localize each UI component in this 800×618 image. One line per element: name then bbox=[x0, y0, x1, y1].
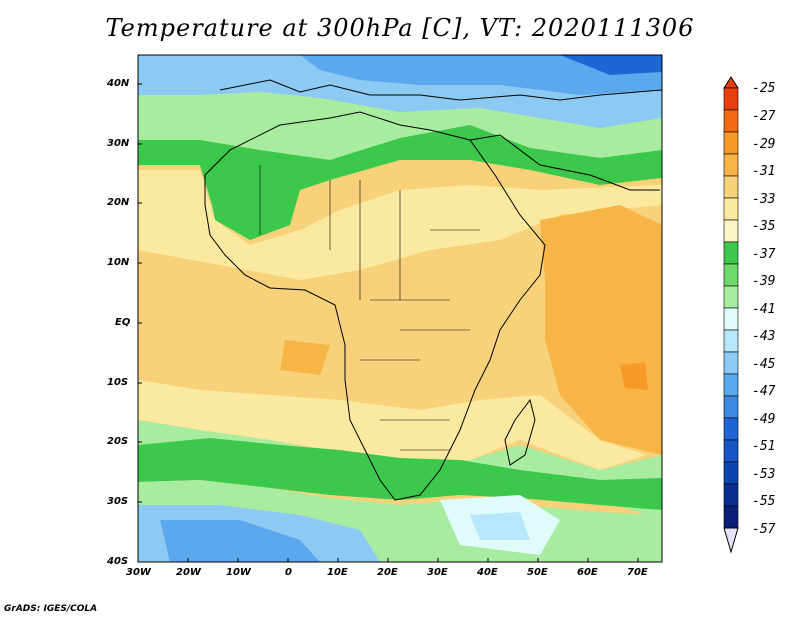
colorbar-label: -53 bbox=[752, 467, 776, 482]
lat-label: 30N bbox=[107, 138, 130, 149]
colorbar-swatch bbox=[723, 87, 739, 111]
colorbar-swatch bbox=[723, 175, 739, 199]
colorbar-swatch bbox=[723, 329, 739, 353]
colorbar-swatch bbox=[723, 483, 739, 507]
lon-label: 30W bbox=[126, 567, 151, 578]
colorbar-label: -45 bbox=[752, 357, 776, 372]
south-indian-blue bbox=[470, 512, 530, 540]
colorbar-swatch bbox=[723, 505, 739, 529]
africa-coastline bbox=[204, 111, 546, 501]
colorbar-swatch bbox=[723, 153, 739, 177]
lat-label: 20N bbox=[107, 197, 130, 208]
lat-label: EQ bbox=[115, 317, 131, 328]
north-colder-band bbox=[300, 55, 662, 95]
colorbar-swatch bbox=[723, 351, 739, 375]
north-green-light bbox=[138, 92, 662, 160]
country-borders bbox=[259, 165, 480, 451]
colorbar-swatch bbox=[723, 417, 739, 441]
colorbar-label: -39 bbox=[752, 274, 776, 289]
lon-label: 40E bbox=[477, 567, 498, 578]
coastlines bbox=[204, 79, 662, 501]
lat-label: 30S bbox=[107, 496, 129, 507]
mediterranean-coastline bbox=[219, 79, 662, 101]
lat-label: 40N bbox=[107, 78, 130, 89]
lat-label: 40S bbox=[107, 556, 129, 567]
south-green-band bbox=[138, 438, 662, 510]
colorbar-label: -51 bbox=[752, 439, 776, 454]
colorbar-label: -41 bbox=[752, 302, 776, 317]
colorbar-label: -55 bbox=[752, 494, 776, 509]
lon-label: 30E bbox=[427, 567, 448, 578]
colorbar-label: -37 bbox=[752, 247, 776, 262]
lon-label: 10E bbox=[327, 567, 348, 578]
lon-label: 10W bbox=[226, 567, 251, 578]
temperature-field bbox=[138, 55, 662, 562]
lon-label: 60E bbox=[577, 567, 598, 578]
arabia-coastline bbox=[469, 134, 660, 191]
colorbar bbox=[723, 76, 739, 554]
tropical-warm-band bbox=[138, 205, 662, 460]
north-coldest-patch bbox=[560, 55, 662, 75]
colorbar-label: -49 bbox=[752, 412, 776, 427]
colorbar-label: -31 bbox=[752, 164, 776, 179]
colorbar-swatch bbox=[723, 241, 739, 265]
lon-label: 50E bbox=[527, 567, 548, 578]
lat-label: 10S bbox=[107, 377, 129, 388]
madagascar-coastline bbox=[504, 398, 536, 466]
colorbar-swatch bbox=[723, 373, 739, 397]
north-green-band bbox=[138, 125, 662, 230]
colorbar-label: -27 bbox=[752, 109, 776, 124]
atlantic-warm-patch bbox=[280, 340, 330, 375]
colorbar-label: -47 bbox=[752, 384, 776, 399]
colorbar-label: -25 bbox=[752, 81, 776, 96]
colorbar-swatch bbox=[723, 131, 739, 155]
indian-ocean-hot-patch bbox=[620, 362, 648, 390]
lon-label: 0 bbox=[285, 567, 292, 578]
colorbar-swatch bbox=[723, 285, 739, 309]
lat-label: 20S bbox=[107, 436, 129, 447]
colorbar-label: -43 bbox=[752, 329, 776, 344]
colorbar-swatch bbox=[723, 461, 739, 485]
colorbar-swatch bbox=[723, 109, 739, 133]
colorbar-swatch bbox=[723, 219, 739, 243]
grads-credit: GrADS: IGES/COLA bbox=[4, 604, 98, 614]
west-africa-green bbox=[205, 165, 300, 240]
colorbar-swatch bbox=[723, 439, 739, 463]
map-title: Temperature at 300hPa [C], VT: 202011130… bbox=[105, 14, 695, 42]
colorbar-swatch bbox=[723, 197, 739, 221]
south-atlantic-colder bbox=[160, 520, 320, 562]
colorbar-label: -57 bbox=[752, 522, 776, 537]
colorbar-top-arrow bbox=[723, 76, 739, 89]
colorbar-swatch bbox=[723, 395, 739, 419]
colorbar-swatch bbox=[723, 263, 739, 287]
map-frame bbox=[137, 54, 663, 563]
colorbar-swatch bbox=[723, 307, 739, 331]
lon-label: 20E bbox=[377, 567, 398, 578]
lat-label: 10N bbox=[107, 257, 130, 268]
colorbar-label: -29 bbox=[752, 137, 776, 152]
colorbar-label: -35 bbox=[752, 219, 776, 234]
lon-label: 20W bbox=[176, 567, 201, 578]
indian-ocean-warm bbox=[540, 205, 662, 455]
lon-label: 70E bbox=[627, 567, 648, 578]
colorbar-label: -33 bbox=[752, 192, 776, 207]
axis-ticks bbox=[137, 83, 639, 562]
colorbar-bottom-arrow bbox=[723, 527, 739, 554]
